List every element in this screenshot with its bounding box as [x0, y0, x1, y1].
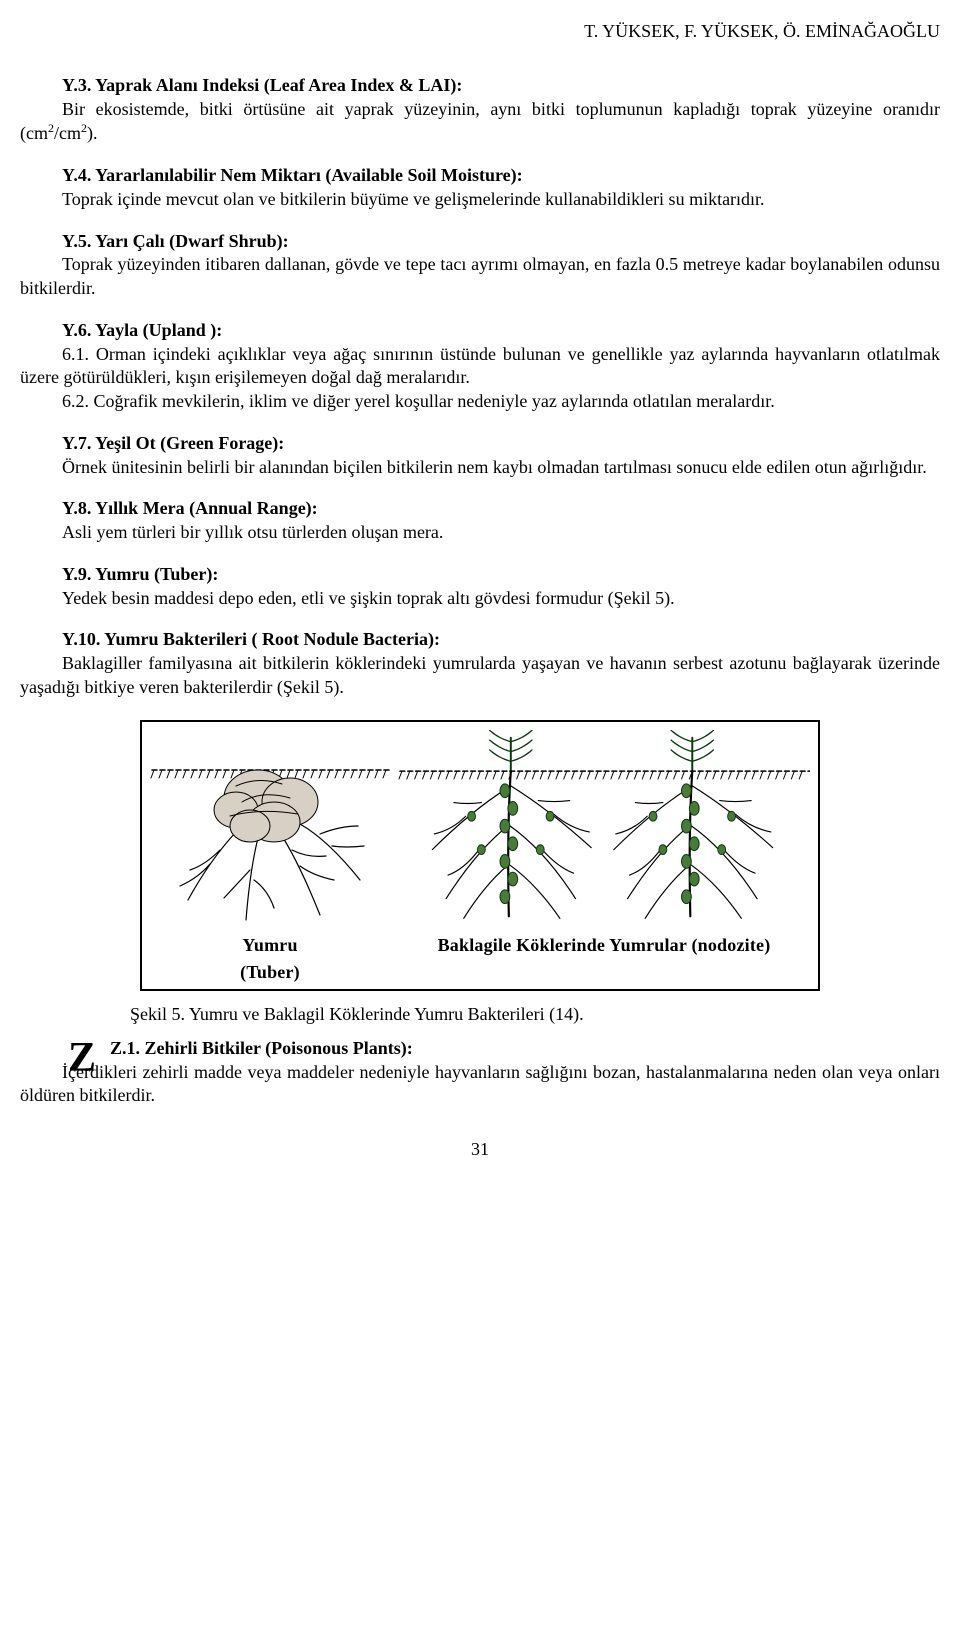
entry-y3: Y.3. Yaprak Alanı Indeksi (Leaf Area Ind…	[20, 74, 940, 146]
entry-z1: Z Z.1. Zehirli Bitkiler (Poisonous Plant…	[20, 1037, 940, 1108]
entry-y5-body: Toprak yüzeyinden itibaren dallanan, göv…	[20, 253, 940, 301]
entry-y6-head: Y.6. Yayla (Upland ):	[20, 319, 940, 343]
figure-5-left-caption-1: Yumru	[150, 934, 390, 958]
figure-5-right-caption: Baklagile Köklerinde Yumrular (nodozite)	[398, 934, 810, 958]
entry-y9: Y.9. Yumru (Tuber): Yedek besin maddesi …	[20, 563, 940, 611]
entry-y4: Y.4. Yararlanılabilir Nem Miktarı (Avail…	[20, 164, 940, 212]
tuber-illustration	[150, 730, 390, 930]
figure-5: Yumru (Tuber) Baklagile Köklerinde Yumru…	[140, 720, 820, 992]
entry-y6-p1: 6.1. Orman içindeki açıklıklar veya ağaç…	[20, 343, 940, 391]
entry-y10: Y.10. Yumru Bakterileri ( Root Nodule Ba…	[20, 628, 940, 699]
entry-y4-body: Toprak içinde mevcut olan ve bitkilerin …	[20, 188, 940, 212]
section-letter-z: Z	[68, 1031, 96, 1086]
entry-y6: Y.6. Yayla (Upland ): 6.1. Orman içindek…	[20, 319, 940, 414]
entry-y9-head: Y.9. Yumru (Tuber):	[20, 563, 940, 587]
entry-y8: Y.8. Yıllık Mera (Annual Range): Asli ye…	[20, 497, 940, 545]
entry-z1-body: İçerdikleri zehirli madde veya maddeler …	[20, 1061, 940, 1109]
entry-y9-body: Yedek besin maddesi depo eden, etli ve ş…	[20, 587, 940, 611]
entry-y4-head: Y.4. Yararlanılabilir Nem Miktarı (Avail…	[20, 164, 940, 188]
figure-5-left-panel: Yumru (Tuber)	[150, 730, 390, 986]
figure-5-left-caption-2: (Tuber)	[150, 961, 390, 985]
figure-5-caption: Şekil 5. Yumru ve Baklagil Köklerinde Yu…	[130, 1003, 940, 1027]
entry-y8-body: Asli yem türleri bir yıllık otsu türlerd…	[20, 521, 940, 545]
figure-5-right-panel: Baklagile Köklerinde Yumrular (nodozite)	[398, 730, 810, 986]
entry-y10-body: Baklagiller familyasına ait bitkilerin k…	[20, 652, 940, 700]
running-head: T. YÜKSEK, F. YÜKSEK, Ö. EMİNAĞAOĞLU	[20, 20, 940, 44]
entry-z1-head: Z.1. Zehirli Bitkiler (Poisonous Plants)…	[20, 1037, 940, 1061]
entry-y3-head: Y.3. Yaprak Alanı Indeksi (Leaf Area Ind…	[20, 74, 940, 98]
entry-y5-head: Y.5. Yarı Çalı (Dwarf Shrub):	[20, 230, 940, 254]
page-number: 31	[20, 1138, 940, 1162]
entry-y7-body: Örnek ünitesinin belirli bir alanından b…	[20, 456, 940, 480]
nodule-illustration	[398, 730, 810, 930]
entry-y3-body: Bir ekosistemde, bitki örtüsüne ait yapr…	[20, 98, 940, 147]
entry-y10-head: Y.10. Yumru Bakterileri ( Root Nodule Ba…	[20, 628, 940, 652]
entry-y5: Y.5. Yarı Çalı (Dwarf Shrub): Toprak yüz…	[20, 230, 940, 301]
entry-y7-head: Y.7. Yeşil Ot (Green Forage):	[20, 432, 940, 456]
entry-y6-p2: 6.2. Coğrafik mevkilerin, iklim ve diğer…	[20, 390, 940, 414]
entry-y7: Y.7. Yeşil Ot (Green Forage): Örnek ünit…	[20, 432, 940, 480]
entry-y8-head: Y.8. Yıllık Mera (Annual Range):	[20, 497, 940, 521]
